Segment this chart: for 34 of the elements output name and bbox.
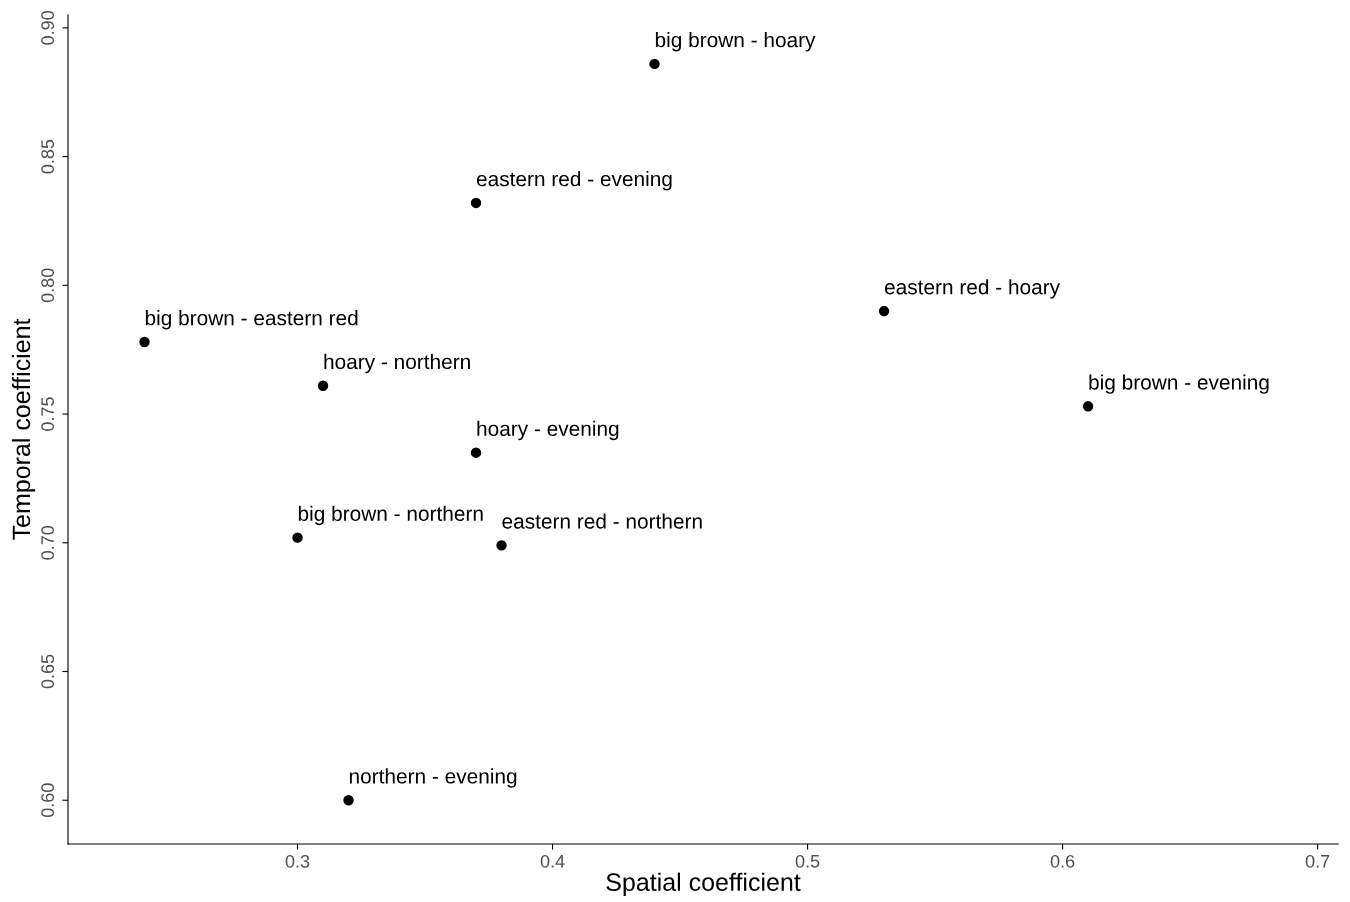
x-tick-label: 0.5 <box>795 854 820 868</box>
annotation: eastern red - hoary <box>884 279 1061 299</box>
x-tick-label: 0.7 <box>1305 854 1330 868</box>
annotation: northern - evening <box>349 768 517 788</box>
point <box>292 532 303 543</box>
y-tick-label: 0.85 <box>41 139 55 174</box>
annotation: big brown - hoary <box>655 32 816 52</box>
point <box>878 305 890 317</box>
y-tick-label: 0.90 <box>41 11 55 45</box>
y-tick-label: 0.60 <box>41 783 55 818</box>
x-tick-label: 0.6 <box>1050 854 1075 868</box>
point <box>343 795 354 806</box>
point <box>649 58 660 70</box>
point <box>139 336 150 348</box>
point <box>317 380 329 391</box>
point <box>470 447 482 458</box>
y-tick-label: 0.70 <box>41 525 55 560</box>
annotation: big brown - eastern red <box>145 310 358 330</box>
annotation: eastern red - northern <box>502 513 702 529</box>
point <box>1082 401 1094 412</box>
annotation: hoary - northern <box>324 353 470 374</box>
x-axis-title: Spatial coefficient <box>606 872 801 896</box>
annotation: big brown - evening <box>1089 374 1269 394</box>
annotation: hoary - evening <box>477 420 619 441</box>
y-tick-label: 0.75 <box>41 397 55 431</box>
annotation: eastern red - evening <box>476 171 672 191</box>
y-tick-label: 0.80 <box>41 268 55 303</box>
point <box>470 197 482 209</box>
point <box>496 540 507 551</box>
x-tick-label: 0.4 <box>540 854 565 868</box>
y-axis-title: Temporal coefficient <box>11 318 36 540</box>
y-tick-label: 0.65 <box>41 654 55 689</box>
annotation: big brown - northern <box>298 505 483 526</box>
x-tick-label: 0.3 <box>285 854 310 868</box>
